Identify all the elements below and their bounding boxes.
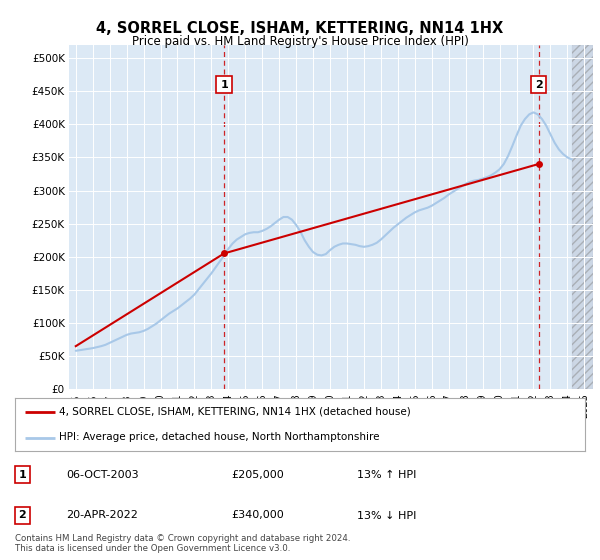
Bar [572,45,593,389]
Text: 13% ↓ HPI: 13% ↓ HPI [357,511,416,520]
Text: 4, SORREL CLOSE, ISHAM, KETTERING, NN14 1HX: 4, SORREL CLOSE, ISHAM, KETTERING, NN14 … [97,21,503,36]
Point [220,249,229,258]
Point [534,160,544,169]
Text: 1: 1 [220,80,228,90]
Text: 2: 2 [19,511,26,520]
Text: £340,000: £340,000 [232,511,284,520]
Text: 4, SORREL CLOSE, ISHAM, KETTERING, NN14 1HX (detached house): 4, SORREL CLOSE, ISHAM, KETTERING, NN14 … [59,407,410,417]
Text: 1: 1 [19,470,26,479]
Text: 06-OCT-2003: 06-OCT-2003 [66,470,139,479]
Bar [572,45,593,389]
Text: 20-APR-2022: 20-APR-2022 [66,511,138,520]
Text: Price paid vs. HM Land Registry's House Price Index (HPI): Price paid vs. HM Land Registry's House … [131,35,469,48]
Text: Contains HM Land Registry data © Crown copyright and database right 2024.
This d: Contains HM Land Registry data © Crown c… [15,534,350,553]
Text: 2: 2 [535,80,542,90]
Text: HPI: Average price, detached house, North Northamptonshire: HPI: Average price, detached house, Nort… [59,432,379,442]
Text: £205,000: £205,000 [232,470,284,479]
Text: 13% ↑ HPI: 13% ↑ HPI [357,470,416,479]
